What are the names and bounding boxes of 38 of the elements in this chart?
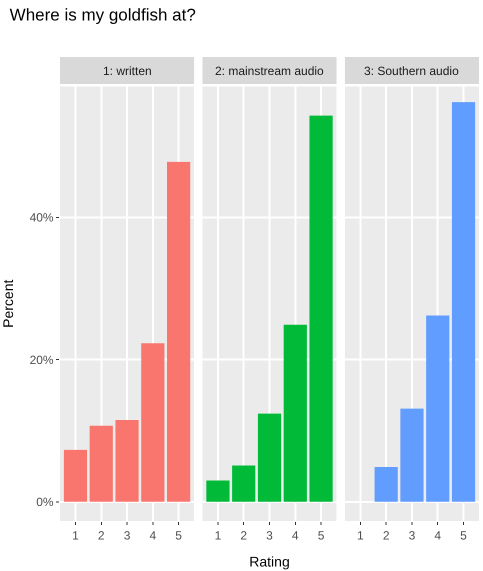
bar [206,480,230,502]
x-tick-label: 5 [175,528,182,542]
bar [64,450,88,502]
y-tick-label: 40% [30,210,54,225]
chart-title: Where is my goldfish at? [10,5,196,24]
x-tick-label: 2 [98,528,105,542]
x-tick-label: 1 [72,528,80,542]
y-tick-label: 0% [36,494,54,509]
x-tick-label: 1 [357,528,364,542]
bar [284,324,307,502]
x-tick-label: 5 [318,528,325,542]
x-tick-label: 3 [266,528,274,542]
bar [258,414,282,502]
x-tick-label: 4 [149,528,156,542]
chart-subtitle: 2: mainstream audio [215,64,324,78]
chart-subtitle: 3: Southern audio [364,64,460,78]
x-tick-label: 4 [434,528,442,542]
x-axis-title: Rating [249,554,290,570]
y-tick-label: 20% [30,352,54,367]
chart-subtitle: 1: written [103,64,152,78]
bar [90,426,113,502]
bar [426,315,450,502]
x-tick-label: 4 [292,528,299,542]
x-tick-label: 3 [124,528,131,542]
bar [167,162,190,502]
bar [309,116,333,502]
bar [400,408,424,502]
bar [452,102,476,502]
x-tick-label: 3 [408,528,416,542]
x-tick-label: 2 [382,528,390,542]
x-tick-label: 1 [214,528,222,542]
bar [141,343,164,502]
bar [374,466,398,502]
bar [232,466,256,502]
bar [115,420,139,502]
x-tick-label: 5 [460,528,468,542]
y-axis-title: Percent [0,280,16,328]
x-tick-label: 2 [240,528,248,542]
